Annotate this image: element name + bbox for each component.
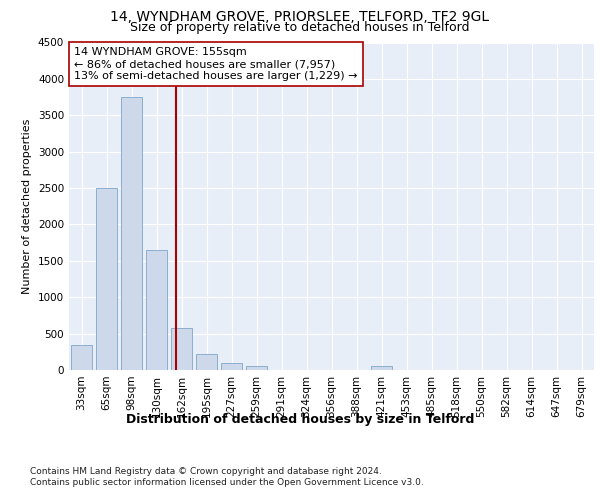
Bar bbox=[221, 362, 242, 370]
Bar bbox=[146, 250, 167, 370]
Bar bbox=[71, 344, 92, 370]
Bar bbox=[121, 97, 142, 370]
Bar bbox=[171, 328, 192, 370]
Bar bbox=[246, 366, 267, 370]
Text: 14, WYNDHAM GROVE, PRIORSLEE, TELFORD, TF2 9GL: 14, WYNDHAM GROVE, PRIORSLEE, TELFORD, T… bbox=[110, 10, 490, 24]
Bar bbox=[196, 354, 217, 370]
Text: Distribution of detached houses by size in Telford: Distribution of detached houses by size … bbox=[126, 412, 474, 426]
Y-axis label: Number of detached properties: Number of detached properties bbox=[22, 118, 32, 294]
Text: Contains HM Land Registry data © Crown copyright and database right 2024.
Contai: Contains HM Land Registry data © Crown c… bbox=[30, 468, 424, 487]
Bar bbox=[96, 188, 117, 370]
Bar bbox=[371, 366, 392, 370]
Text: 14 WYNDHAM GROVE: 155sqm
← 86% of detached houses are smaller (7,957)
13% of sem: 14 WYNDHAM GROVE: 155sqm ← 86% of detach… bbox=[74, 48, 358, 80]
Text: Size of property relative to detached houses in Telford: Size of property relative to detached ho… bbox=[130, 21, 470, 34]
